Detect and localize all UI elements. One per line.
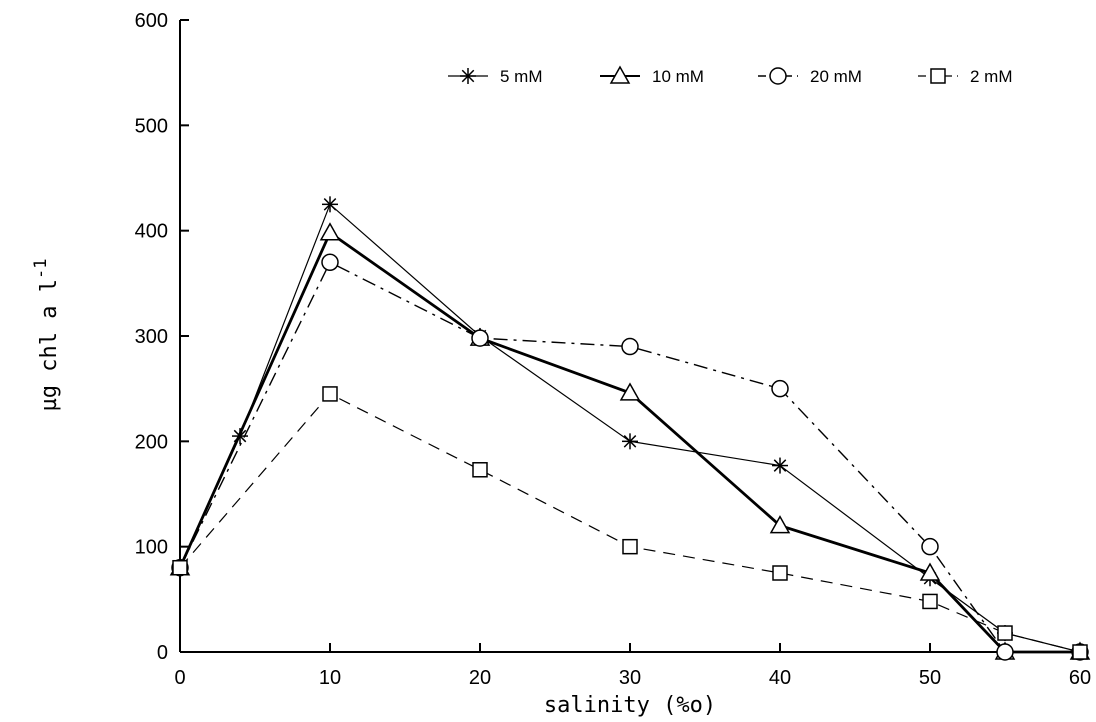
data-point-10-mm	[919, 562, 941, 581]
data-point-2-mm	[997, 625, 1013, 641]
series-layer	[169, 196, 1091, 661]
y-axis-title-superscript: -1	[31, 259, 51, 279]
x-tick-label: 10	[319, 667, 341, 689]
data-point-2-mm	[922, 593, 938, 610]
y-tick-label: 0	[157, 642, 168, 664]
y-axis-title-main: µg chl a l	[37, 279, 62, 411]
data-point-2-mm	[322, 386, 338, 402]
series-line-2-mm	[179, 393, 1081, 653]
data-point-5-mm	[622, 433, 638, 450]
data-point-20-mm	[996, 643, 1014, 661]
y-tick-label: 500	[135, 115, 168, 137]
data-point-10-mm	[769, 515, 791, 534]
y-tick-label: 200	[135, 431, 168, 453]
data-point-20-mm	[621, 337, 639, 356]
legend-item-10-mm: 10 mM	[600, 65, 704, 86]
x-tick-label: 50	[919, 667, 941, 689]
legend-item-2-mm: 2 mM	[918, 67, 1013, 86]
data-point-2-mm	[472, 462, 488, 478]
series-2-mm	[172, 386, 1088, 660]
data-point-20-mm	[921, 537, 939, 556]
series-5-mm	[172, 196, 1088, 660]
series-line-20-mm	[179, 261, 1080, 653]
y-tick-label: 400	[135, 221, 168, 243]
data-point-5-mm	[772, 457, 788, 474]
y-tick-label: 600	[135, 10, 168, 32]
y-tick-label: 300	[135, 326, 168, 348]
legend-label-5-mm: 5 mM	[500, 67, 543, 86]
legend-marker-5-mm	[460, 68, 476, 84]
x-tick-label: 40	[769, 667, 791, 689]
y-axis-title: µg chl a l-1	[31, 259, 62, 412]
data-point-10-mm	[319, 222, 341, 241]
legend-marker-2-mm	[930, 68, 946, 84]
legend-label-10-mm: 10 mM	[652, 67, 704, 86]
y-tick-label: 100	[135, 537, 168, 559]
x-tick-label: 60	[1069, 667, 1091, 689]
data-point-10-mm	[619, 382, 641, 401]
data-point-2-mm	[172, 559, 188, 576]
data-point-5-mm	[322, 196, 338, 213]
data-point-2-mm	[1072, 644, 1088, 660]
data-point-2-mm	[772, 565, 788, 581]
data-point-2-mm	[622, 538, 638, 555]
data-point-20-mm	[771, 379, 789, 398]
legend-label-20-mm: 20 mM	[810, 67, 862, 86]
x-tick-label: 20	[469, 667, 491, 689]
legend-marker-20-mm	[769, 67, 787, 85]
x-axis-title: salinity (%o)	[544, 693, 716, 718]
legend-label-2-mm: 2 mM	[970, 67, 1013, 86]
series-line-10-mm	[178, 230, 1080, 654]
legend: 5 mM 10 mM 20 mM 2 mM	[448, 65, 1013, 86]
y-axis-title-group: µg chl a l-1	[31, 259, 62, 412]
x-tick-label: 0	[174, 667, 185, 689]
data-point-20-mm	[321, 253, 339, 272]
x-tick-label: 30	[619, 667, 641, 689]
legend-marker-10-mm	[609, 65, 631, 84]
series-20-mm	[171, 253, 1089, 661]
legend-item-20-mm: 20 mM	[758, 67, 862, 86]
series-line-5-mm	[179, 203, 1081, 653]
data-point-20-mm	[471, 329, 489, 347]
axes: 0 100 200 300 400 500 600 0 10 20 30 40 50 60	[135, 10, 1092, 689]
legend-item-5-mm: 5 mM	[448, 67, 543, 86]
